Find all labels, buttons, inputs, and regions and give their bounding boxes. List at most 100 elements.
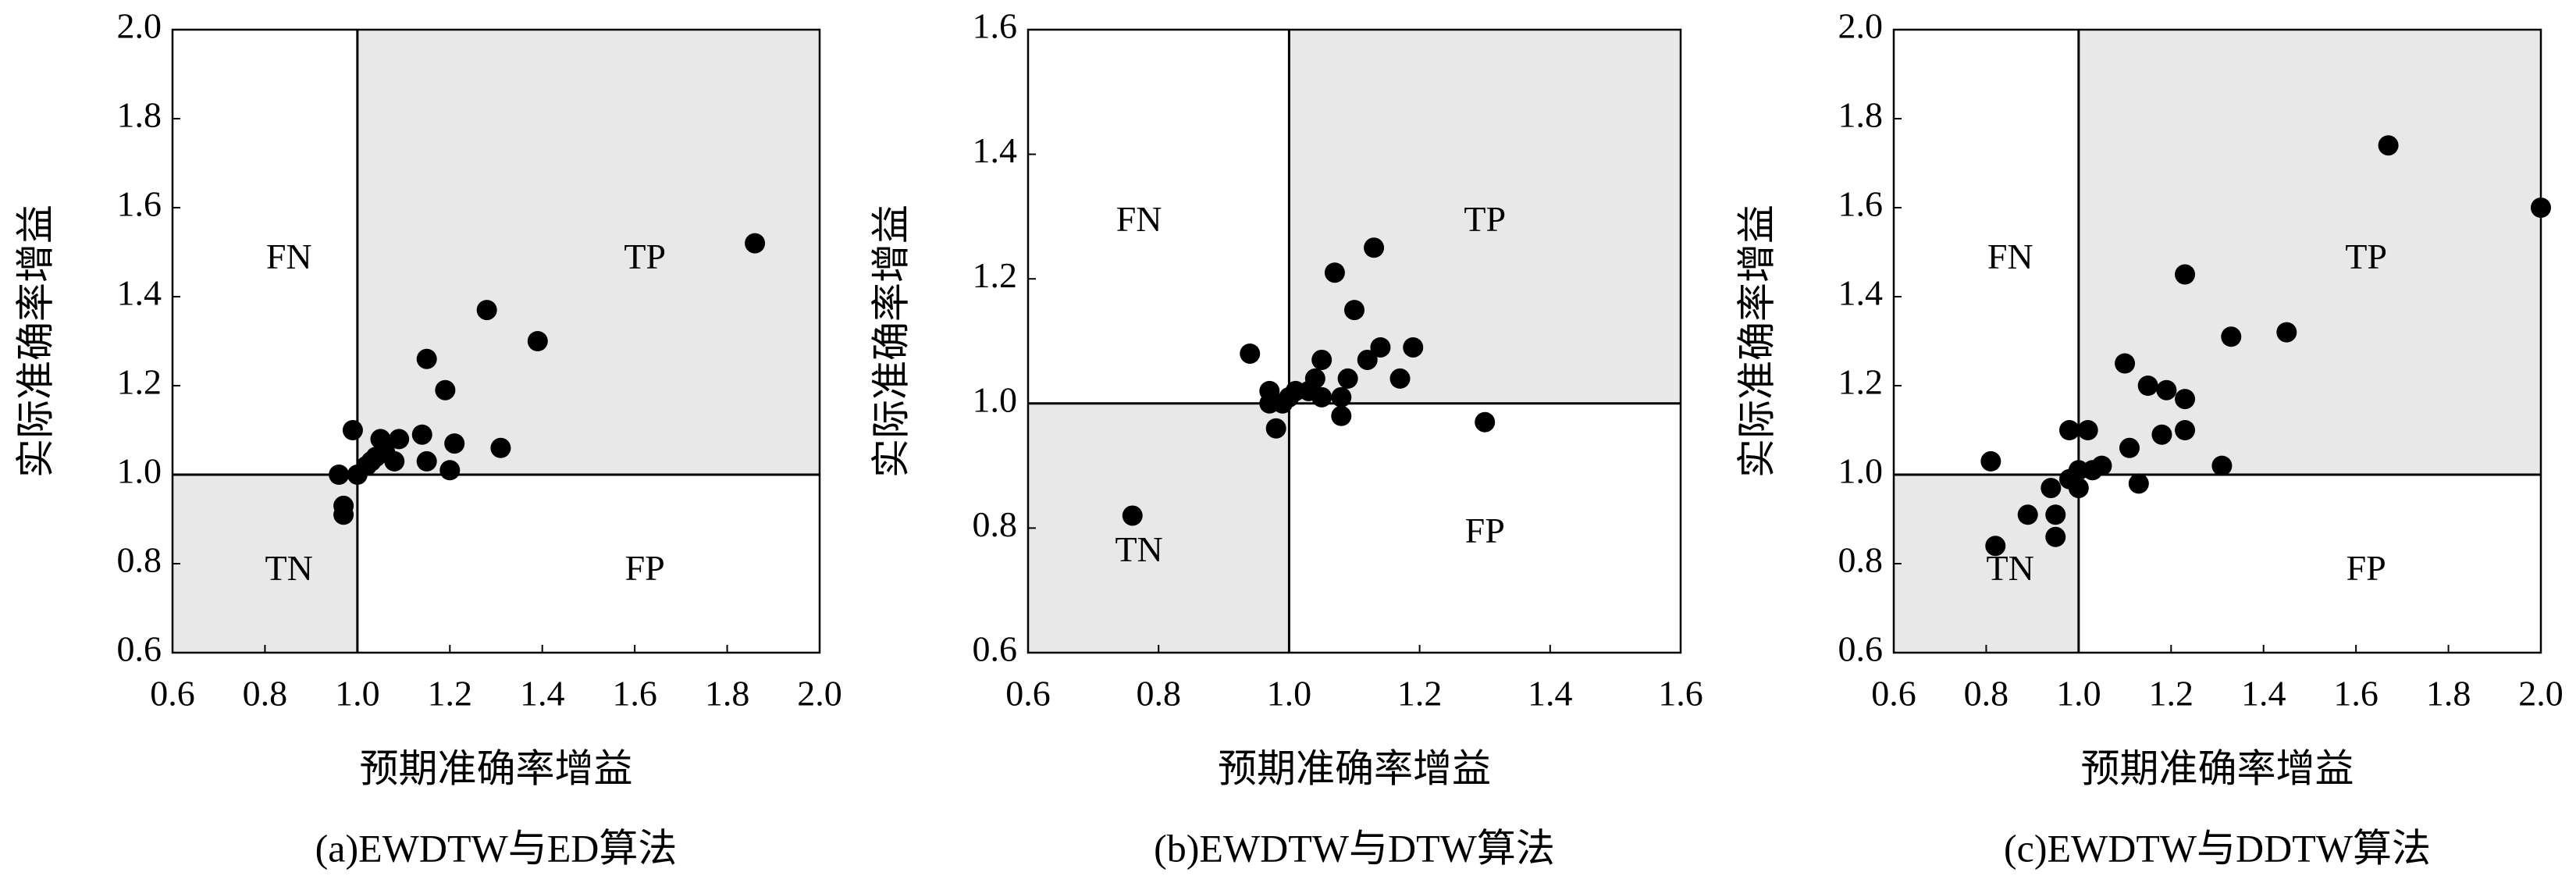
quadrant-label: FN <box>1116 199 1162 239</box>
tp-region <box>357 30 820 475</box>
x-axis-title: 预期准确率增益 <box>1218 746 1491 790</box>
y-tick-label: 1.4 <box>117 273 162 313</box>
quadrant-label: TN <box>265 548 313 588</box>
x-tick-label: 0.6 <box>150 674 195 714</box>
point <box>329 465 350 485</box>
y-axis-title: 实际准确率增益 <box>13 205 57 478</box>
quadrant-label: TN <box>1115 529 1162 569</box>
y-tick-label: 0.8 <box>117 540 162 580</box>
tn-region <box>1028 403 1290 653</box>
point <box>1311 349 1332 370</box>
x-tick-label: 1.2 <box>2149 674 2194 714</box>
quadrant-label: FP <box>1465 511 1505 550</box>
point <box>435 379 456 400</box>
point <box>490 437 511 458</box>
plot-frame <box>1892 28 2542 654</box>
quadrant-label: FN <box>1987 237 2033 276</box>
point <box>1364 237 1385 258</box>
y-tick-label: 1.8 <box>117 95 162 135</box>
plot-frame <box>1026 28 1682 654</box>
point <box>333 504 354 525</box>
y-axis-title: 实际准确率增益 <box>1735 205 1778 478</box>
y-tick-label: 1.2 <box>1838 362 1884 402</box>
y-tick-label: 1.0 <box>973 379 1018 419</box>
point <box>1370 336 1391 358</box>
x-tick-label: 0.6 <box>1871 674 1916 714</box>
quadrant-label: FP <box>2347 548 2386 588</box>
point <box>342 420 363 440</box>
x-tick-label: 1.0 <box>335 674 380 714</box>
point <box>361 450 382 472</box>
point <box>1980 450 2001 472</box>
point <box>2119 437 2140 458</box>
y-tick-label: 1.4 <box>973 130 1018 170</box>
point <box>2175 420 2196 440</box>
y-tick-label: 0.6 <box>117 629 162 669</box>
point <box>2156 379 2177 400</box>
point <box>1122 505 1143 526</box>
x-tick-label: 0.8 <box>1964 674 2009 714</box>
x-tick-label: 1.6 <box>2333 674 2379 714</box>
y-tick-label: 1.8 <box>1838 95 1884 135</box>
x-tick-label: 2.0 <box>797 674 842 714</box>
quadrant-label: TP <box>2345 237 2387 276</box>
quadrant-label: FP <box>625 548 665 588</box>
x-tick-label: 1.8 <box>2426 674 2471 714</box>
y-tick-label: 1.6 <box>973 6 1018 46</box>
plot-frame <box>171 28 821 654</box>
point <box>1344 300 1364 321</box>
point <box>1240 343 1261 364</box>
point <box>439 460 461 481</box>
point <box>2378 135 2399 156</box>
x-tick-label: 1.0 <box>1267 674 1312 714</box>
y-tick-label: 0.6 <box>1838 629 1884 669</box>
y-tick-label: 2.0 <box>1838 6 1884 46</box>
tp-region <box>2078 30 2541 475</box>
x-tick-label: 1.4 <box>2241 674 2286 714</box>
x-tick-label: 1.2 <box>428 674 473 714</box>
point <box>1389 368 1411 389</box>
point <box>416 348 437 369</box>
point <box>2041 478 2062 499</box>
point <box>1324 262 1345 283</box>
x-axis-title: 预期准确率增益 <box>360 746 633 790</box>
y-tick-label: 1.2 <box>973 255 1018 295</box>
point <box>2221 326 2242 347</box>
point <box>1403 336 1424 358</box>
tn-region <box>1894 475 2079 653</box>
point <box>1331 386 1352 408</box>
x-tick-label: 1.6 <box>612 674 657 714</box>
x-tick-label: 1.4 <box>1528 674 1573 714</box>
point <box>444 433 465 454</box>
x-tick-label: 2.0 <box>2518 674 2564 714</box>
tp-region <box>1289 30 1681 404</box>
y-tick-label: 1.6 <box>117 184 162 224</box>
y-tick-label: 1.2 <box>117 362 162 402</box>
point <box>2175 264 2196 285</box>
y-tick-label: 0.8 <box>1838 540 1884 580</box>
y-tick-label: 1.6 <box>1838 184 1884 224</box>
point <box>2077 420 2098 440</box>
point <box>1337 368 1358 389</box>
y-tick-label: 0.6 <box>973 629 1018 669</box>
point <box>2137 376 2158 396</box>
tn-region <box>173 475 358 653</box>
point <box>2059 420 2080 440</box>
point <box>389 429 410 450</box>
point <box>1985 536 2006 557</box>
point <box>2068 478 2089 499</box>
x-tick-label: 1.8 <box>705 674 750 714</box>
point <box>2211 455 2233 476</box>
point <box>527 331 548 351</box>
y-tick-label: 0.8 <box>973 504 1018 544</box>
point <box>416 450 437 472</box>
quadrant-label: TP <box>624 237 666 276</box>
point <box>1475 411 1496 433</box>
caption: (a)EWDTW与ED算法 <box>315 826 678 870</box>
point <box>2128 473 2149 494</box>
x-tick-label: 0.6 <box>1005 674 1051 714</box>
point <box>2045 504 2066 525</box>
point <box>2115 353 2136 374</box>
point <box>2091 455 2112 476</box>
x-tick-label: 0.8 <box>243 674 288 714</box>
